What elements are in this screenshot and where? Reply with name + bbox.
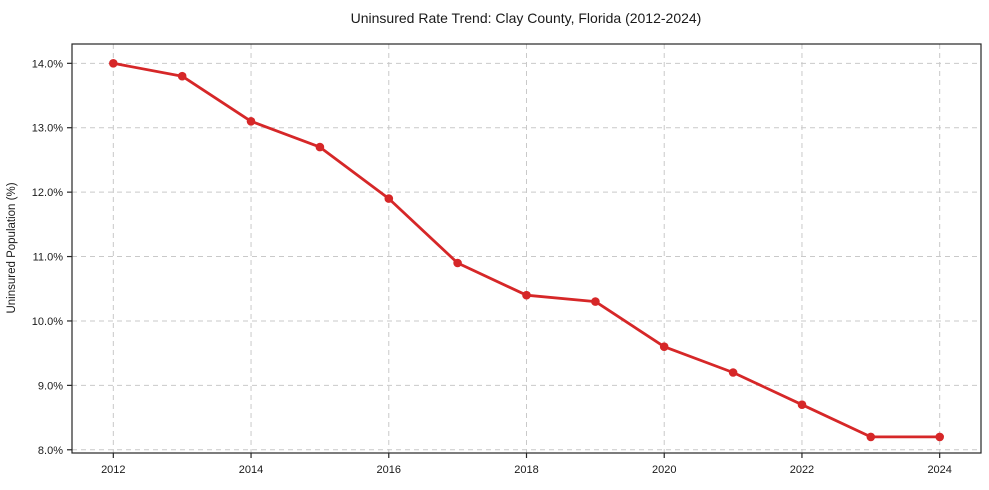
y-axis-label: Uninsured Population (%)	[6, 182, 18, 313]
x-tick-label: 2012	[101, 464, 125, 476]
data-point	[315, 142, 325, 152]
axis-layer: 8.0% 9.0% 10.0% 11.0% 12.0% 13.0% 14.0% 2012 201…	[32, 43, 982, 476]
x-tick-label: 2022	[790, 464, 814, 476]
y-tick-label: 8.0%	[38, 445, 63, 457]
x-tick-label: 2016	[377, 464, 401, 476]
data-point	[453, 258, 462, 268]
data-point	[384, 194, 394, 203]
data-point	[177, 71, 187, 81]
plot-border	[71, 43, 982, 454]
chart-title: Uninsured Rate Trend: Clay County, Flori…	[351, 10, 702, 26]
y-tick-label: 13.0%	[32, 123, 63, 135]
data-point	[935, 432, 944, 442]
data-point	[246, 117, 256, 126]
data-point	[659, 342, 669, 352]
data-layer	[109, 59, 944, 442]
y-tick-label: 11.0%	[33, 252, 64, 264]
x-tick-label: 2018	[514, 464, 538, 476]
data-point	[728, 368, 738, 377]
data-point	[866, 432, 876, 442]
data-point	[797, 400, 807, 410]
y-tick-label: 10.0%	[32, 316, 63, 328]
grid-layer	[72, 44, 981, 453]
data-point	[109, 59, 118, 68]
y-tick-label: 14.0%	[32, 58, 63, 70]
data-point	[591, 297, 600, 306]
y-tick-label: 9.0%	[38, 380, 63, 392]
x-tick-label: 2020	[652, 464, 676, 476]
x-tick-label: 2024	[927, 464, 951, 476]
x-tick-label: 2014	[239, 464, 263, 476]
y-tick-label: 12.0%	[32, 187, 63, 199]
data-point	[522, 290, 531, 300]
